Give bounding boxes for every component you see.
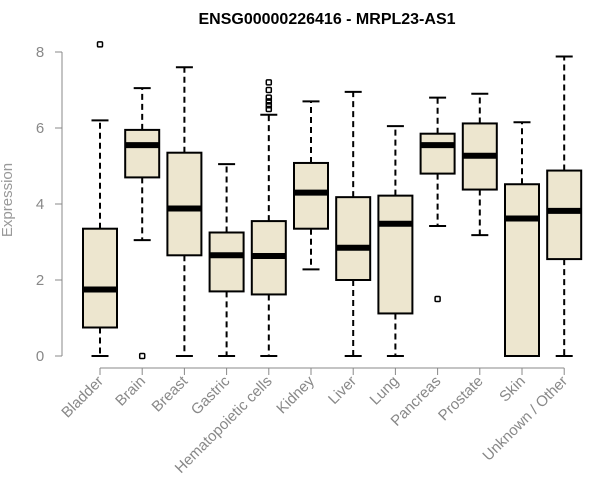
outlier-point bbox=[265, 105, 273, 113]
iqr-box bbox=[377, 194, 414, 315]
outlier-point bbox=[138, 352, 146, 360]
outlier-point bbox=[265, 94, 273, 101]
x-tick-label: Kidney bbox=[273, 372, 318, 417]
iqr-box bbox=[335, 196, 372, 281]
outlier-point bbox=[265, 86, 273, 94]
iqr-box bbox=[293, 161, 329, 230]
x-tick-label: Liver bbox=[325, 373, 360, 408]
outlier-point bbox=[265, 98, 273, 105]
boxes-layer bbox=[82, 41, 583, 360]
iqr-box bbox=[166, 151, 203, 257]
x-tick-label: Lung bbox=[367, 373, 403, 409]
outlier-point bbox=[265, 101, 273, 109]
box-liver bbox=[335, 90, 372, 357]
box-breast bbox=[166, 66, 203, 357]
box-pancreas bbox=[419, 96, 456, 303]
outlier-point bbox=[265, 79, 273, 86]
x-tick-label: Prostate bbox=[435, 373, 487, 425]
y-axis-label: Expression bbox=[0, 163, 16, 237]
y-tick-label: 2 bbox=[36, 272, 44, 289]
iqr-box bbox=[208, 231, 245, 293]
y-tick-label: 8 bbox=[36, 44, 44, 61]
y-tick-label: 6 bbox=[36, 120, 44, 137]
iqr-box bbox=[546, 169, 583, 261]
y-tick-label: 0 bbox=[36, 348, 44, 365]
box-hematopoietic-cells bbox=[250, 79, 287, 357]
box-unknown-other bbox=[546, 55, 583, 357]
iqr-box bbox=[504, 183, 540, 357]
outlier-point bbox=[434, 295, 441, 303]
chart-title: ENSG00000226416 - MRPL23-AS1 bbox=[198, 11, 455, 28]
box-bladder bbox=[82, 41, 118, 357]
x-tick-label: Brain bbox=[112, 373, 149, 410]
box-gastric bbox=[208, 163, 245, 357]
iqr-box bbox=[124, 128, 161, 179]
x-tick-label: Skin bbox=[496, 373, 529, 406]
box-kidney bbox=[293, 100, 329, 271]
y-axis: 0 2 4 6 8 bbox=[36, 44, 63, 365]
box-skin bbox=[504, 121, 540, 357]
box-lung bbox=[377, 125, 414, 357]
x-tick-label: Bladder bbox=[58, 373, 107, 422]
x-tick-label: Breast bbox=[149, 372, 192, 415]
box-prostate bbox=[461, 92, 498, 237]
iqr-box bbox=[419, 132, 456, 175]
iqr-box bbox=[82, 227, 118, 329]
outlier-point bbox=[96, 41, 104, 48]
y-tick-label: 4 bbox=[36, 196, 44, 213]
box-brain bbox=[124, 87, 161, 360]
